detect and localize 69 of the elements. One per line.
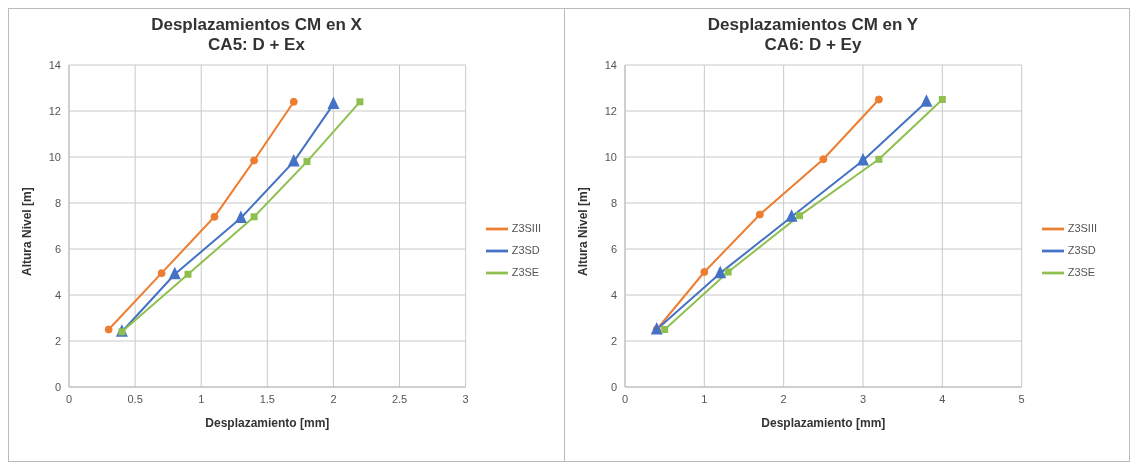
- y-tick-label: 14: [604, 58, 617, 71]
- point: [785, 209, 798, 222]
- y-tick-label: 2: [54, 334, 61, 347]
- x-tick-label: 2: [330, 392, 337, 405]
- legend-label: Z3SD: [1067, 243, 1096, 256]
- x-tick-label: 0: [65, 392, 73, 405]
- y-tick-label: 4: [54, 288, 61, 301]
- legend-label: Z3SE: [1067, 265, 1096, 278]
- x-tick-label: 1: [701, 392, 708, 405]
- point: [210, 212, 219, 221]
- x-tick-label: 4: [939, 392, 946, 405]
- point: [234, 210, 247, 223]
- y-tick-label: 12: [48, 104, 61, 117]
- x-axis-title: Desplazamiento [mm]: [761, 416, 886, 430]
- point: [796, 212, 804, 220]
- y-tick-label: 12: [604, 104, 617, 117]
- y-tick-label: 2: [610, 334, 617, 347]
- point: [661, 326, 669, 333]
- y-axis-title: Altura Nivel [m]: [20, 187, 35, 276]
- point: [856, 152, 869, 166]
- legend-label: Z3SIII: [511, 221, 541, 234]
- point: [168, 266, 181, 280]
- point: [755, 210, 764, 219]
- point: [287, 154, 300, 167]
- y-tick-label: 14: [48, 58, 61, 71]
- y-tick-label: 8: [54, 196, 61, 209]
- point: [356, 98, 364, 106]
- point: [250, 156, 259, 165]
- y-tick-label: 4: [610, 288, 617, 301]
- point: [875, 155, 883, 163]
- point: [724, 268, 732, 276]
- y-tick-label: 6: [54, 242, 61, 255]
- chart-title: Desplazamientos CM en X: [150, 15, 363, 35]
- point: [157, 269, 166, 278]
- y-tick-label: 8: [610, 196, 617, 209]
- x-tick-label: 3: [859, 392, 867, 405]
- point: [714, 265, 727, 279]
- x-tick-label: 2: [780, 392, 787, 405]
- y-axis-title: Altura Nivel [m]: [576, 187, 591, 276]
- point: [289, 97, 298, 106]
- point: [938, 96, 946, 103]
- point: [819, 155, 828, 164]
- legend-label: Z3SIII: [1067, 221, 1097, 234]
- y-tick-label: 0: [610, 380, 617, 393]
- point: [250, 213, 258, 221]
- chart-subtitle: CA5: D + Ex: [207, 35, 306, 55]
- point: [874, 95, 883, 104]
- y-tick-label: 10: [48, 150, 61, 163]
- x-tick-label: 0: [621, 392, 629, 405]
- point: [700, 268, 709, 276]
- legend-label: Z3SD: [511, 243, 540, 256]
- chart-subtitle: CA6: D + Ey: [763, 35, 863, 55]
- legend-label: Z3SE: [511, 265, 540, 278]
- x-tick-label: 2.5: [391, 392, 408, 405]
- point: [303, 158, 311, 166]
- y-tick-label: 10: [604, 150, 617, 163]
- x-axis-title: Desplazamiento [mm]: [205, 416, 330, 430]
- y-tick-label: 6: [610, 242, 617, 255]
- x-tick-label: 3: [462, 392, 469, 405]
- point: [184, 270, 192, 278]
- point: [327, 96, 340, 110]
- chart-title: Desplazamientos CM en Y: [706, 15, 920, 35]
- point: [104, 325, 113, 334]
- point: [920, 94, 933, 107]
- y-tick-label: 0: [54, 380, 61, 393]
- x-tick-label: 5: [1018, 392, 1025, 405]
- x-tick-label: 1.5: [259, 392, 275, 405]
- x-tick-label: 1: [198, 392, 205, 405]
- x-tick-label: 0.5: [127, 392, 143, 405]
